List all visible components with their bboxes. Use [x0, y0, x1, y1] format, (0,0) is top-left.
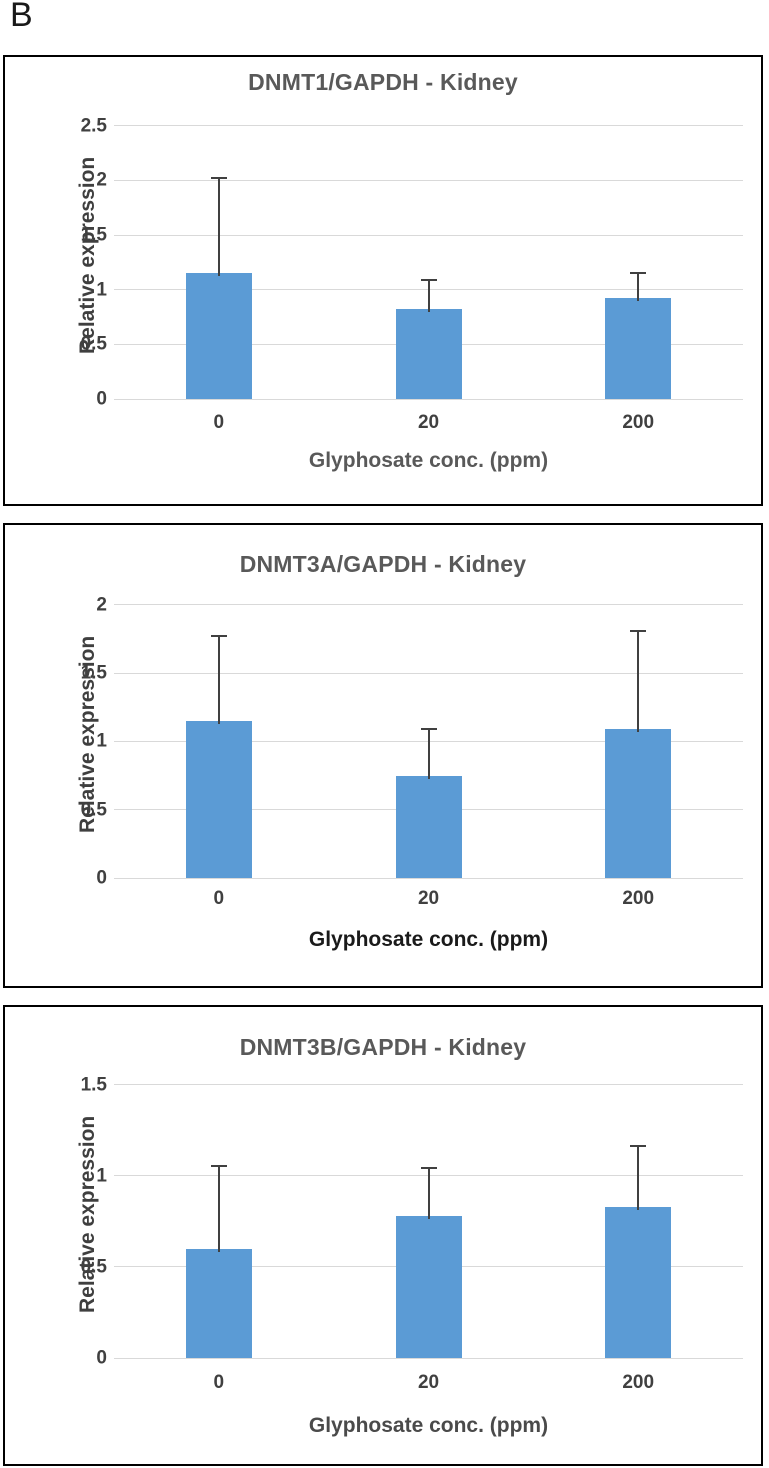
error-bar-cap: [420, 1166, 437, 1169]
x-axis-title: Glyphosate conc. (ppm): [308, 1414, 549, 1437]
error-bar-cap: [420, 278, 437, 281]
y-tick-label: 1.5: [80, 662, 107, 684]
error-bar: [217, 1166, 220, 1252]
chart-title: DNMT3A/GAPDH - Kidney: [239, 551, 527, 577]
error-bar-cap: [630, 1144, 647, 1147]
x-category-label: 200: [622, 888, 655, 909]
y-tick-label: 0: [96, 1347, 107, 1369]
x-axis-title: Glyphosate conc. (ppm): [308, 449, 549, 472]
error-bar: [427, 1168, 430, 1219]
bar: [605, 298, 672, 399]
x-axis-title: Glyphosate conc. (ppm): [308, 928, 549, 951]
gridline: [114, 125, 743, 127]
plot-area: [114, 112, 743, 400]
gridline: [114, 234, 743, 236]
x-axis-category-labels: 0 20 200: [114, 888, 743, 910]
error-bar-cap: [630, 630, 647, 632]
gridline: [114, 1357, 743, 1359]
bar: [185, 273, 252, 399]
bar: [605, 1206, 672, 1358]
y-tick-label: 1.5: [80, 224, 107, 246]
x-category-label: 200: [622, 1372, 655, 1393]
x-category-label: 0: [213, 888, 225, 909]
error-bar-cap: [420, 728, 437, 731]
y-tick-label: 2: [96, 594, 107, 616]
y-tick-label: 0.5: [80, 799, 107, 821]
y-tick-label: 0.5: [80, 1256, 107, 1278]
y-tick-label: 0: [96, 388, 107, 410]
y-tick-label: 0: [96, 867, 107, 889]
chart-panel-dnmt3a: DNMT3A/GAPDH - Kidney Relative expressio…: [3, 523, 763, 988]
error-bar-cap: [210, 177, 227, 180]
error-bar-cap: [210, 1164, 227, 1167]
plot-area: [114, 1071, 743, 1359]
plot-area: [114, 591, 743, 879]
y-tick-label: 2: [96, 169, 107, 191]
y-tick-label: 0.5: [80, 333, 107, 355]
y-tick-label: 1: [96, 1165, 107, 1187]
gridline: [114, 877, 743, 879]
bar: [395, 775, 462, 878]
error-bar: [217, 179, 220, 277]
error-bar: [637, 1146, 640, 1210]
x-category-label: 20: [417, 1372, 440, 1393]
error-bar-cap: [630, 272, 647, 275]
bar: [605, 729, 672, 878]
chart-panel-dnmt1: DNMT1/GAPDH - Kidney Relative expression…: [3, 55, 763, 506]
bar: [185, 1248, 252, 1358]
y-tick-label: 1: [96, 279, 107, 301]
x-category-label: 20: [417, 412, 440, 433]
y-tick-label: 1.5: [80, 1074, 107, 1096]
chart-panel-dnmt3b: DNMT3B/GAPDH - Kidney Relative expressio…: [3, 1005, 763, 1466]
error-bar: [427, 730, 430, 779]
error-bar: [217, 637, 220, 724]
bar: [395, 1215, 462, 1358]
y-tick-label: 1: [96, 730, 107, 752]
error-bar: [637, 632, 640, 733]
gridline: [114, 179, 743, 181]
y-axis-title: Relative expression: [76, 1115, 99, 1314]
x-category-label: 0: [213, 412, 225, 433]
x-axis-category-labels: 0 20 200: [114, 1372, 743, 1394]
x-category-label: 20: [417, 888, 440, 909]
error-bar-cap: [210, 635, 227, 638]
figure-panel-label: B: [10, 0, 33, 34]
gridline: [114, 672, 743, 674]
y-tick-label: 2.5: [80, 115, 107, 137]
x-axis-category-labels: 0 20 200: [114, 412, 743, 434]
gridline: [114, 1084, 743, 1086]
y-axis-title: Relative expression: [76, 156, 99, 355]
error-bar: [637, 274, 640, 302]
x-category-label: 0: [213, 1372, 225, 1393]
gridline: [114, 604, 743, 606]
chart-title: DNMT1/GAPDH - Kidney: [248, 69, 518, 95]
gridline: [114, 398, 743, 400]
chart-title: DNMT3B/GAPDH - Kidney: [239, 1034, 527, 1060]
bar: [395, 309, 462, 399]
error-bar: [427, 280, 430, 313]
x-category-label: 200: [622, 412, 655, 433]
bar: [185, 720, 252, 878]
